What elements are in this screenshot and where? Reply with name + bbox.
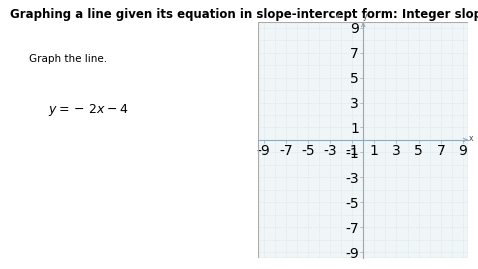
Text: x: x (469, 133, 474, 143)
Text: y: y (363, 12, 368, 21)
Text: $y = -\,2x - 4$: $y = -\,2x - 4$ (48, 102, 128, 118)
Text: Graph the line.: Graph the line. (29, 54, 107, 64)
Text: Graphing a line given its equation in slope-intercept form: Integer slope: Graphing a line given its equation in sl… (10, 8, 478, 21)
